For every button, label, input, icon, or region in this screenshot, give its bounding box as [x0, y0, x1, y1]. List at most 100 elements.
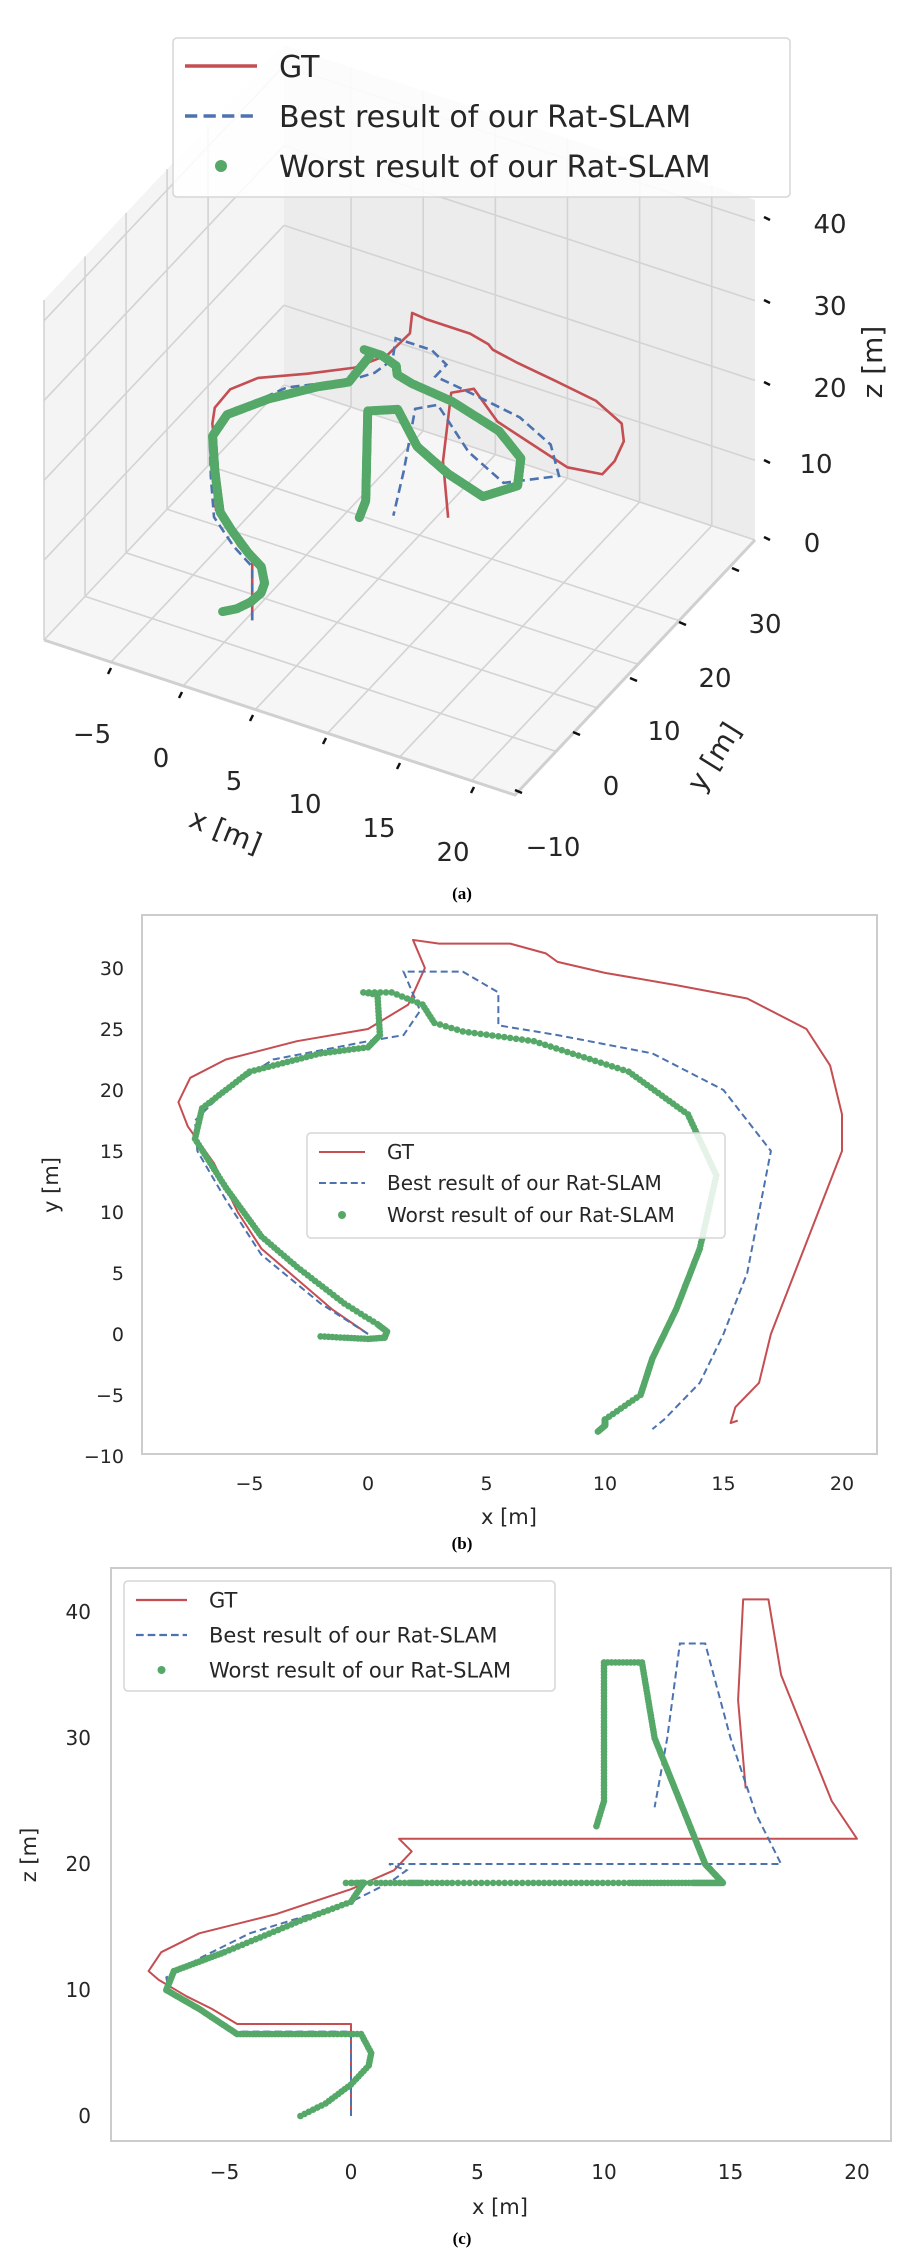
worst-result-point: [489, 1879, 497, 1887]
y-tick-label: 0: [603, 772, 620, 802]
tick-mark: [514, 788, 523, 795]
worst-result-point: [459, 1028, 467, 1035]
legend-label-gt: GT: [387, 1140, 415, 1164]
y-axis-label: z [m]: [17, 1828, 41, 1883]
xz-ticks: −5 0 5 10 15 20 0 10 20 30 40: [66, 1600, 870, 2184]
tick-mark: [731, 566, 740, 573]
y-tick-label: 5: [112, 1263, 124, 1285]
worst-result-point: [610, 1879, 617, 1887]
y-tick-label: −10: [84, 1446, 124, 1468]
tick-mark: [321, 737, 328, 745]
worst-result-point: [530, 1879, 537, 1887]
z-axis-label: z [m]: [856, 326, 889, 399]
worst-result-point: [471, 1029, 478, 1037]
worst-result-point: [391, 1879, 399, 1887]
worst-result-point: [547, 1043, 554, 1050]
worst-result-point: [518, 1036, 526, 1043]
tick-mark: [248, 714, 255, 722]
y-tick-label: 10: [100, 1202, 124, 1224]
worst-result-point: [594, 1428, 602, 1435]
grid-line: [166, 508, 639, 665]
worst-result-point: [583, 1879, 590, 1887]
grid-line: [207, 464, 680, 622]
y-tick-label: −10: [526, 833, 581, 863]
worst-result-point: [454, 1879, 462, 1887]
worst-result-point: [382, 1879, 390, 1887]
caption-b: (b): [452, 1534, 473, 1553]
y-tick-label: 15: [100, 1141, 124, 1163]
worst-result-point: [403, 995, 411, 1002]
worst-result-point: [615, 1879, 622, 1887]
y-tick-label: 30: [100, 958, 124, 980]
worst-result-point: [578, 1879, 585, 1887]
grid-line: [326, 477, 569, 734]
worst-result-point: [603, 1061, 610, 1068]
gt-line: [147, 1598, 858, 2116]
worst-result-point: [373, 1879, 380, 1887]
y-tick-label: −5: [96, 1385, 124, 1407]
x-tick-label: 15: [718, 2160, 743, 2184]
worst-result-point: [599, 1879, 606, 1887]
tick-mark: [629, 676, 638, 683]
grid-line: [471, 525, 713, 782]
worst-result-point: [513, 1879, 520, 1887]
worst-result-point: [580, 1054, 588, 1061]
worst-result-point: [558, 1046, 566, 1054]
worst-result-point: [466, 1879, 474, 1887]
x-tick-label: 20: [844, 2160, 869, 2184]
worst-result-point: [360, 989, 367, 996]
worst-result-point: [443, 1879, 451, 1887]
tick-mark: [763, 215, 771, 222]
worst-result-point: [436, 1021, 444, 1028]
x-tick-label: 5: [480, 1473, 492, 1495]
tick-mark: [763, 535, 771, 542]
3d-grid: [43, 65, 757, 797]
legend-box: [306, 1132, 726, 1239]
worst-result-point: [393, 991, 401, 998]
worst-result-point: [524, 1037, 532, 1044]
y-tick-label: 25: [100, 1019, 124, 1041]
worst-result-point: [614, 1064, 621, 1072]
grid-line: [254, 453, 496, 711]
tick-mark: [678, 620, 687, 627]
worst-result-point: [489, 1032, 496, 1039]
worst-result-point: [540, 1879, 548, 1887]
z-tick-label: 0: [804, 529, 821, 559]
worst-result-point: [501, 1033, 508, 1041]
worst-result-point: [448, 1879, 456, 1887]
worst-result-point: [377, 989, 384, 996]
worst-result-point: [408, 997, 416, 1004]
worst-result-point: [396, 1879, 404, 1887]
x-tick-label: 10: [593, 1473, 617, 1495]
worst-result-point: [331, 1048, 339, 1055]
worst-result-point: [619, 1066, 627, 1074]
legend-label-best: Best result of our Rat-SLAM: [209, 1624, 497, 1648]
y-tick-label: 10: [647, 717, 680, 747]
worst-result-point: [360, 1879, 368, 1887]
worst-result-point: [345, 1046, 353, 1053]
legend-box: [172, 37, 791, 198]
worst-result-point: [438, 1879, 446, 1887]
worst-result-point: [478, 1879, 485, 1887]
grid-line: [43, 224, 285, 481]
worst-result-point: [495, 1033, 502, 1040]
worst-result-point: [388, 989, 396, 996]
legend-label-worst: Worst result of our Rat-SLAM: [279, 150, 711, 185]
3d-ticks: 0 10 20 30 40 −10 0 10 20 30 −5 0 5 10 15 20: [73, 210, 847, 868]
y-tick-label: 10: [66, 1978, 91, 2002]
tick-mark: [395, 762, 402, 770]
worst-result-point: [483, 1031, 490, 1038]
x-tick-label: 15: [362, 814, 395, 844]
x-axis-label: x [m]: [472, 2195, 528, 2219]
worst-result-point: [506, 1034, 514, 1042]
grid-line: [43, 384, 285, 641]
y-axis-label: y [m]: [39, 1157, 63, 1213]
worst-result-points: [208, 345, 526, 617]
tick-mark: [469, 786, 476, 794]
worst-result-point: [507, 1879, 514, 1887]
worst-result-point: [371, 989, 378, 996]
worst-result-point: [387, 1879, 394, 1887]
worst-result-point: [593, 1822, 600, 1830]
x-tick-label: −5: [73, 720, 111, 750]
